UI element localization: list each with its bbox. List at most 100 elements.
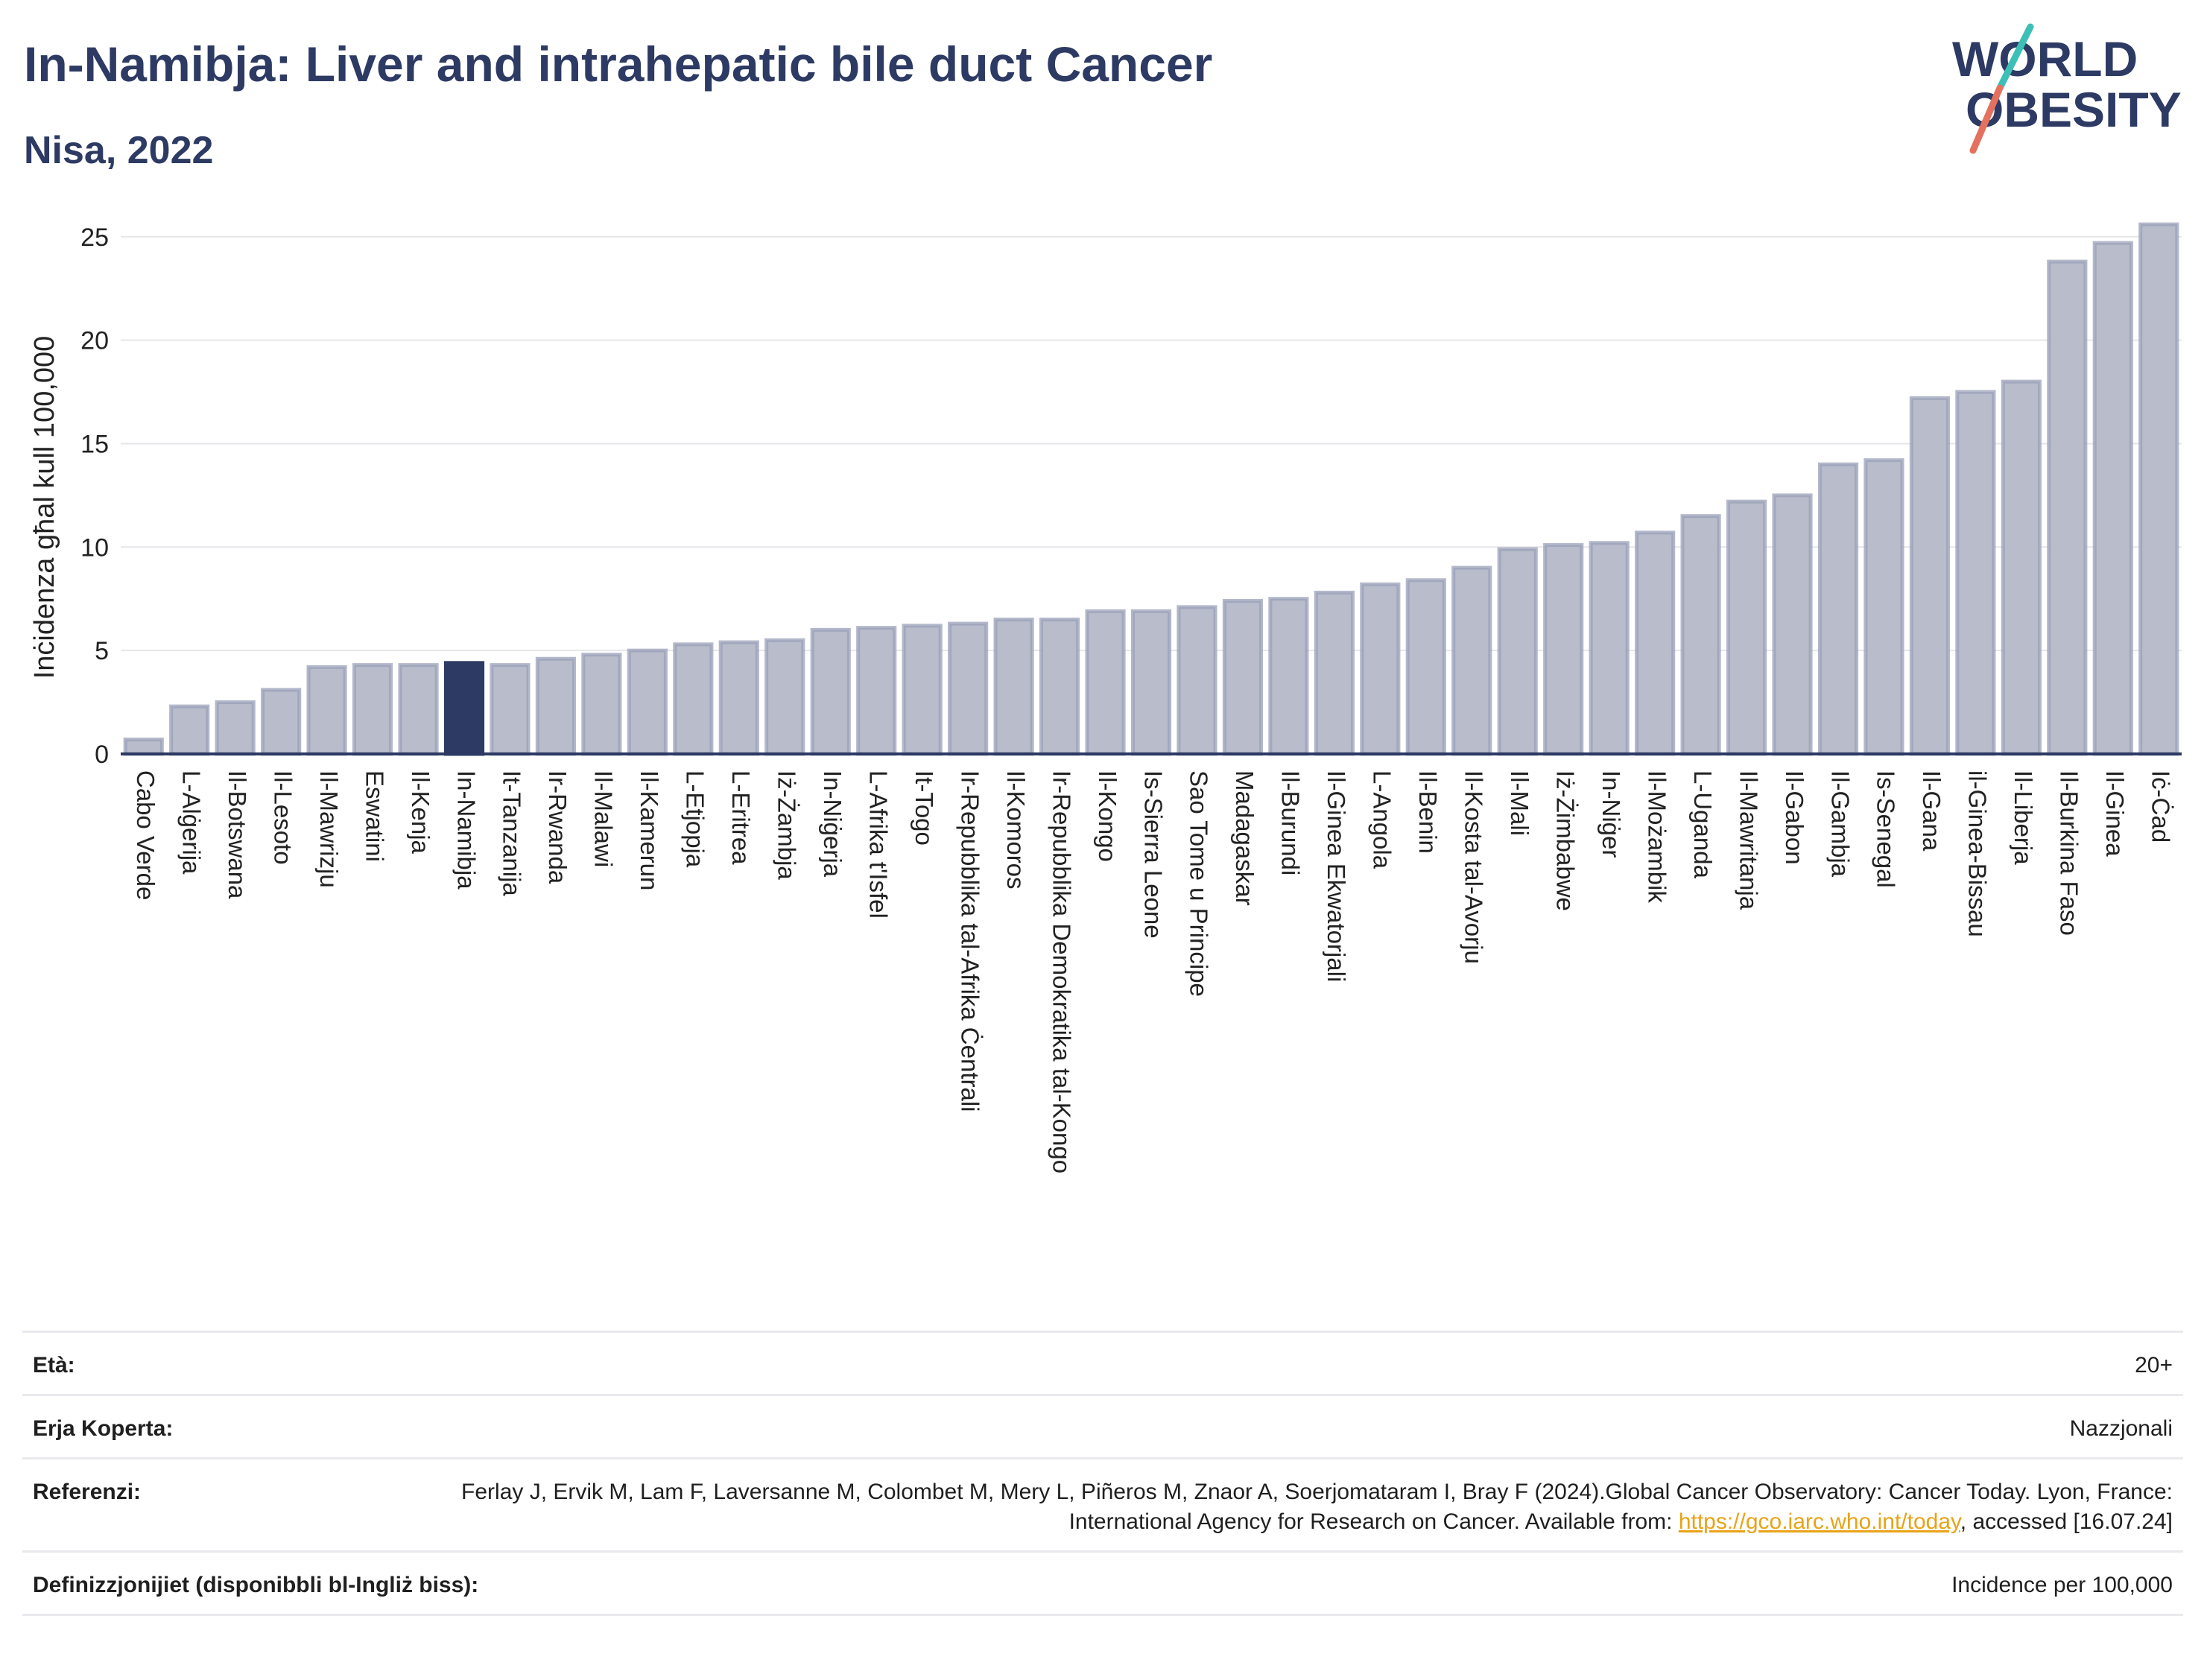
y-tick-label: 5	[95, 637, 109, 665]
y-axis-label: Inċidenza għal kull 100,000	[29, 336, 60, 679]
x-tick-label: Il-Ginea Ekwatorjali	[1323, 770, 1350, 982]
meta-area-label: Erja Koperta:	[33, 1416, 174, 1441]
bar	[215, 700, 256, 756]
x-tick-label: Iż-Żambja	[773, 770, 801, 880]
x-tick-label: Il-Komoros	[1002, 770, 1030, 890]
bar	[2092, 241, 2133, 756]
bar	[352, 663, 393, 756]
bar	[1177, 605, 1217, 756]
logo-slash-coral	[1969, 84, 2004, 154]
x-tick-label: Il-Gabon	[1781, 770, 1808, 865]
meta-row-references: Referenzi: Ferlay J, Ervik M, Lam F, Lav…	[22, 1457, 2183, 1550]
bar	[398, 663, 439, 756]
x-tick-label: Il-Burkina Faso	[2056, 770, 2083, 936]
x-tick-label: Sao Tome u Principe	[1185, 770, 1213, 997]
x-tick-label: Eswatini	[361, 770, 388, 862]
meta-ref-value: Ferlay J, Ervik M, Lam F, Laversanne M, …	[459, 1477, 2173, 1537]
x-tick-label: Is-Senegal	[1872, 770, 1900, 888]
x-tick-label: Il-Mawrizju	[315, 770, 343, 888]
bar	[1680, 514, 1721, 756]
bar	[1039, 618, 1080, 756]
bar	[1772, 493, 1813, 756]
bar	[1222, 599, 1264, 756]
bar	[1909, 396, 1951, 756]
bar	[1863, 458, 1904, 756]
x-tick-label: Madagaskar	[1231, 770, 1258, 906]
bar	[856, 626, 897, 756]
bar	[2001, 379, 2042, 756]
x-tick-label: Il-Gana	[1918, 770, 1945, 852]
bar	[993, 618, 1034, 756]
bar	[1405, 578, 1446, 756]
x-tick-label: In-Niġer	[1597, 770, 1625, 858]
x-tick-label: Il-Liberja	[2010, 770, 2037, 865]
x-tick-label: Il-Kamerun	[636, 770, 663, 890]
x-tick-label: Ir-Rwanda	[544, 770, 571, 884]
meta-age-value: 20+	[2135, 1353, 2173, 1378]
bar	[1543, 543, 1584, 756]
bar	[123, 738, 164, 756]
bar	[1314, 590, 1355, 756]
y-tick-label: 15	[80, 430, 109, 458]
x-tick-label: It-Togo	[911, 770, 938, 846]
x-tick-label: Iċ-Ċad	[2147, 770, 2175, 843]
x-tick-label: Is-Sierra Leone	[1139, 770, 1167, 939]
x-tick-label: L-Alġerija	[177, 770, 205, 875]
meta-row-area: Erja Koperta: Nazzjonali	[22, 1394, 2183, 1457]
bar-chart: 0 5 10 15 20 25 Inċidenza għal kull 100,000 Cab…	[29, 222, 2182, 1173]
world-obesity-logo: WORLD OBESITY	[1952, 23, 2182, 154]
bar	[1635, 530, 1676, 756]
x-tick-label: Il-Gambja	[1826, 770, 1854, 878]
x-tick-label: Il-Botswana	[224, 770, 251, 899]
bar	[1589, 541, 1630, 756]
bar	[1955, 390, 1996, 756]
meta-ref-label: Referenzi:	[33, 1480, 142, 1504]
bar	[169, 704, 210, 756]
bar	[1360, 582, 1401, 756]
bar	[627, 648, 668, 756]
x-tick-label: il-Ginea-Bissau	[1964, 770, 1992, 937]
x-tick-label: L-Afrika t'Isfel	[864, 770, 892, 919]
x-tick-label: Cabo Verde	[132, 770, 159, 900]
meta-row-age: Età: 20+	[22, 1331, 2183, 1394]
x-tick-label: In-Niġerja	[819, 770, 846, 878]
y-tick-label: 20	[80, 327, 109, 355]
x-tick-label: Il-Kosta tal-Avorju	[1460, 770, 1488, 964]
meta-area-value: Nazzjonali	[2069, 1416, 2173, 1441]
bar	[764, 638, 805, 756]
x-tick-label: Il-Burundi	[1277, 770, 1305, 875]
bar	[1268, 597, 1309, 756]
x-tick-label: L-Angola	[1369, 770, 1396, 869]
reference-link[interactable]: https://gco.iarc.who.int/today	[1678, 1509, 1960, 1534]
bar	[535, 656, 577, 756]
bar	[902, 624, 943, 756]
x-tick-label: Ir-Repubblika tal-Afrika Ċentrali	[956, 770, 984, 1112]
bar	[1817, 462, 1859, 756]
x-tick-label: Il-Ginea	[2101, 770, 2129, 857]
bar	[1451, 565, 1492, 756]
x-tick-label: L-Eritrea	[727, 770, 755, 865]
x-tick-label: Il-Lesoto	[269, 770, 297, 865]
x-tick-label: It-Tanzanija	[498, 770, 526, 896]
meta-def-label: Definizzjonijiet (disponibbli bl-Ingliż …	[33, 1573, 479, 1597]
bar	[948, 621, 989, 756]
x-tick-label: Il-Malawi	[590, 770, 618, 867]
bar	[1726, 499, 1767, 756]
x-tick-label: In-Namibja	[452, 770, 480, 890]
x-tick-label: Ir-Repubblika Demokratika tal-Kongo	[1048, 770, 1075, 1173]
bar	[306, 665, 347, 756]
y-tick-label: 0	[95, 741, 109, 769]
x-tick-label: Il-Mali	[1506, 770, 1533, 836]
x-tick-label: Il-Benin	[1414, 770, 1442, 854]
bar	[2138, 222, 2179, 756]
bar	[443, 661, 485, 756]
y-tick-label: 25	[80, 224, 109, 252]
bar	[1130, 609, 1172, 756]
bar	[1497, 547, 1538, 756]
bar	[490, 663, 531, 756]
page-subtitle: Nisa, 2022	[24, 129, 214, 172]
logo-slash-teal	[1996, 23, 2034, 92]
bar	[581, 653, 622, 756]
y-tick-label: 10	[80, 533, 109, 562]
x-tick-label: L-Etjopja	[682, 770, 709, 868]
